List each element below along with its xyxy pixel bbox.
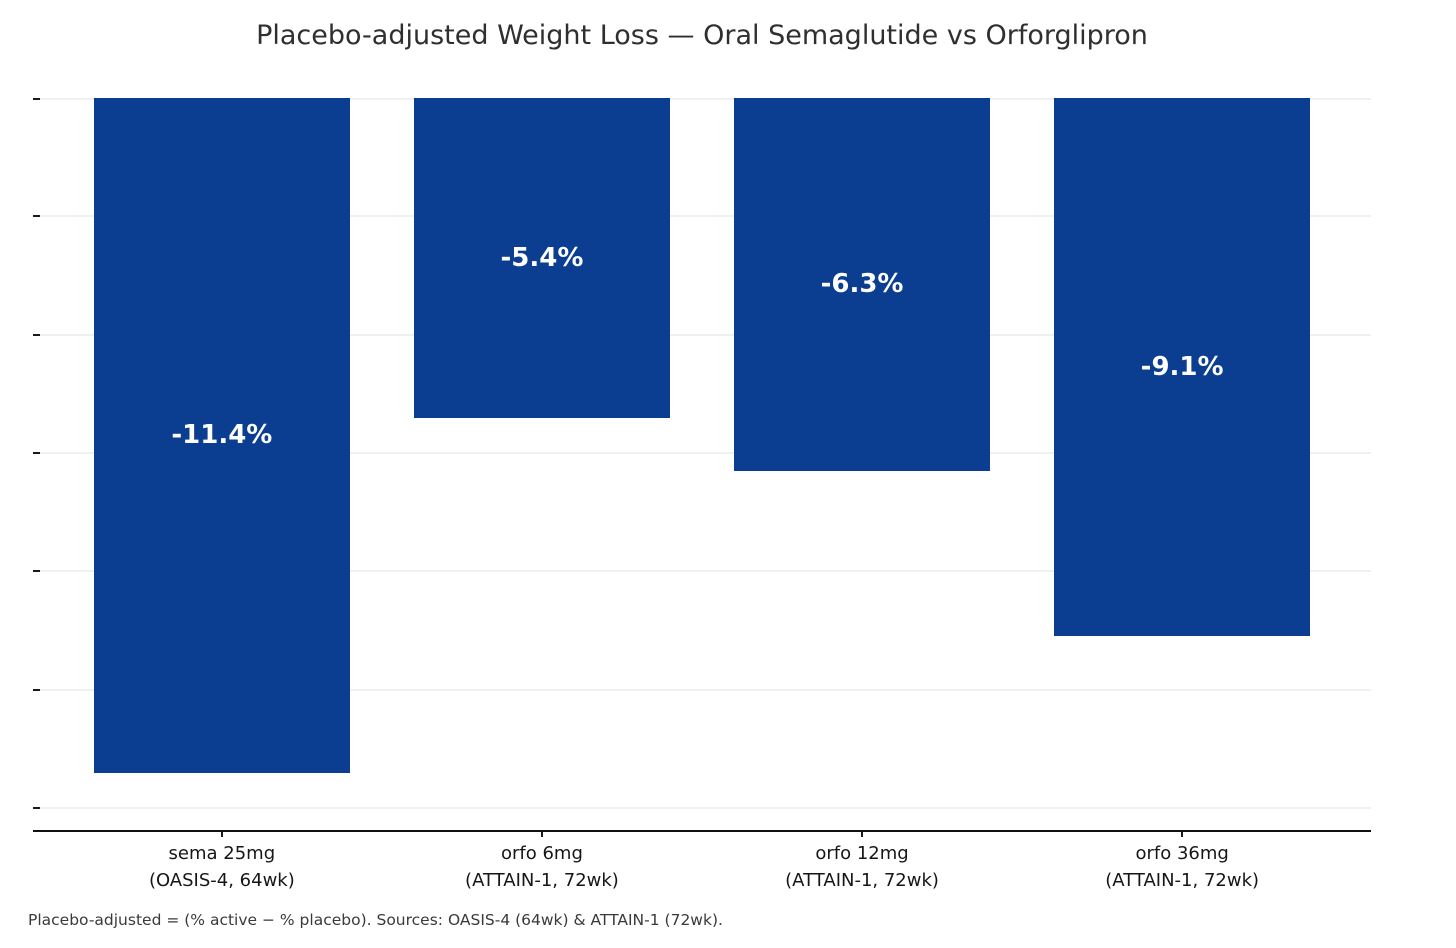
gridline	[33, 688, 1371, 691]
y-tick	[33, 98, 40, 100]
gridline	[33, 98, 1371, 100]
plot-area: -11.4% sema 25mg (OASIS-4, 64wk) -5.4% orfo…	[33, 98, 1371, 891]
chart-title: Placebo-adjusted Weight Loss — Oral Sema…	[256, 20, 1148, 51]
y-tick	[33, 452, 40, 455]
x-tick	[861, 832, 864, 837]
x-axis-label: orfo 36mg (ATTAIN-1, 72wk)	[1105, 843, 1260, 891]
y-tick	[33, 215, 40, 218]
bar-value-label: -6.3%	[820, 269, 904, 300]
bar-value-label: -11.4%	[171, 420, 273, 451]
gridline	[33, 333, 1371, 336]
bar-value-label: -9.1%	[1140, 352, 1224, 383]
x-axis-label: orfo 6mg (ATTAIN-1, 72wk)	[465, 843, 619, 891]
x-tick	[1181, 832, 1184, 837]
x-tick	[220, 832, 223, 837]
y-tick	[33, 333, 40, 336]
x-axis-label: sema 25mg (OASIS-4, 64wk)	[148, 843, 295, 891]
y-tick	[33, 570, 40, 573]
gridline	[33, 215, 1371, 218]
bar: -6.3%	[734, 98, 991, 471]
y-tick	[33, 688, 40, 691]
bar: -11.4%	[93, 98, 350, 773]
x-tick	[540, 832, 543, 837]
gridline	[33, 570, 1371, 573]
bar-value-label: -5.4%	[500, 242, 584, 273]
gridline	[33, 807, 1371, 810]
bar: -5.4%	[413, 98, 670, 418]
x-axis-label: orfo 12mg (ATTAIN-1, 72wk)	[785, 843, 939, 891]
footnote: Placebo-adjusted = (% active − % placebo…	[28, 911, 723, 929]
bar: -9.1%	[1054, 98, 1311, 637]
y-tick	[33, 807, 40, 810]
x-axis-line	[33, 830, 1371, 832]
gridline	[33, 452, 1371, 455]
